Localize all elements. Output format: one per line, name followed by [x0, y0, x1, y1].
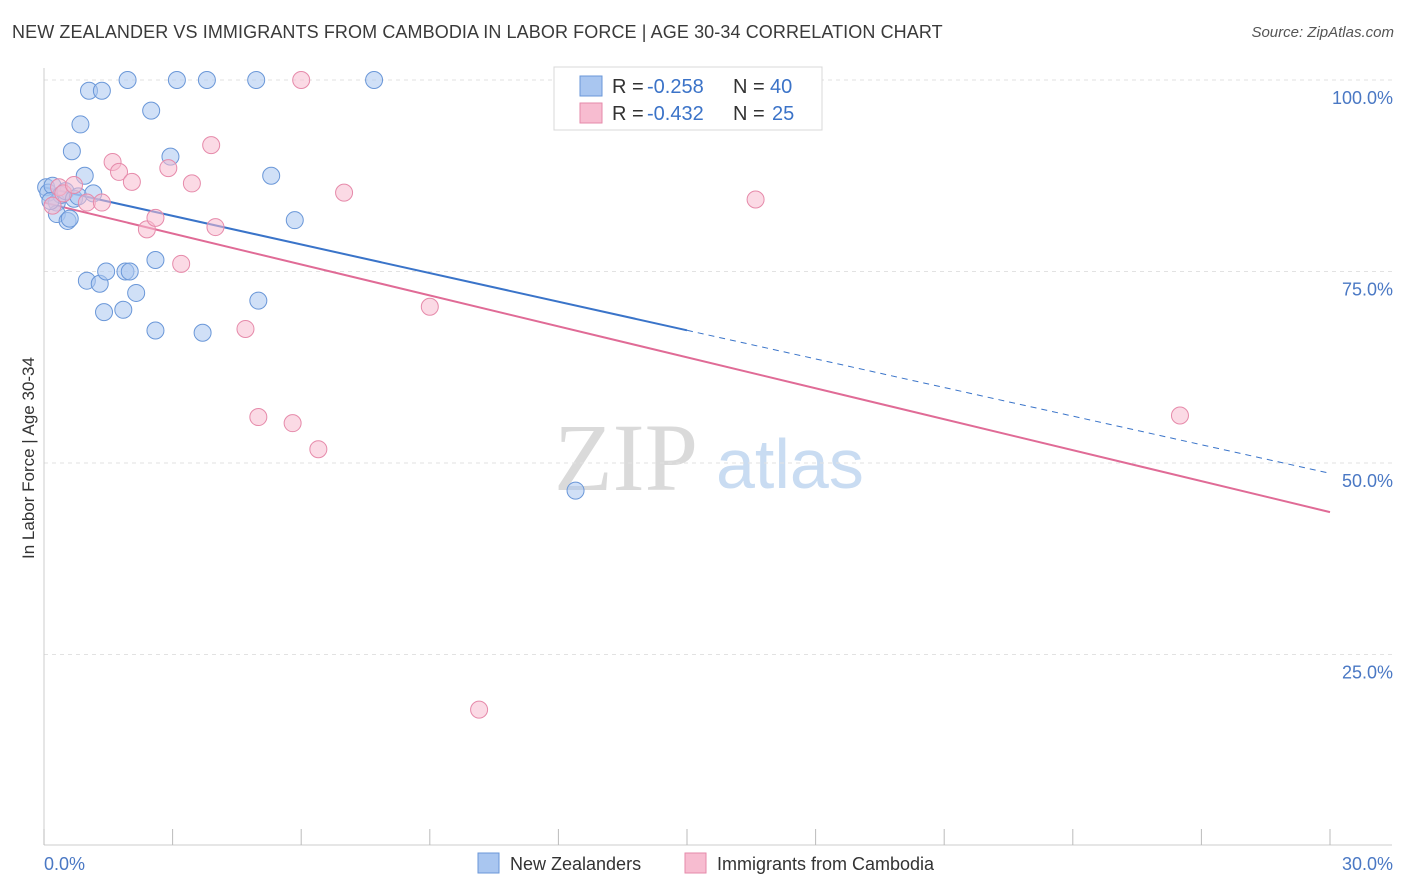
legend-n-label-2: N =: [733, 103, 765, 125]
legend-n-label-1: N =: [733, 76, 765, 98]
point-new-zealanders: [193, 323, 212, 342]
point-new-zealanders: [167, 71, 186, 89]
point-cambodia: [159, 159, 178, 178]
legend-swatch-cambodia: [579, 102, 603, 124]
point-cambodia: [65, 175, 84, 194]
legend-r-value-1: -0.258: [647, 76, 704, 98]
point-cambodia: [292, 71, 311, 89]
point-new-zealanders: [62, 142, 81, 161]
legend-n-value-1: 40: [770, 76, 792, 98]
point-new-zealanders: [262, 166, 281, 185]
point-new-zealanders: [365, 71, 384, 89]
point-cambodia: [309, 440, 328, 459]
series-legend-label-cambodia: Immigrants from Cambodia: [717, 854, 935, 874]
point-cambodia: [172, 254, 191, 273]
legend-r-value-2: -0.432: [647, 103, 704, 125]
point-cambodia: [283, 414, 302, 433]
x-tick-label-max: 30.0%: [1342, 854, 1393, 874]
point-new-zealanders: [127, 283, 146, 302]
gridlines: [44, 79, 1392, 655]
source-credit: Source: ZipAtlas.com: [1251, 24, 1394, 41]
watermark-atlas: atlas: [716, 425, 864, 503]
chart-title: NEW ZEALANDER VS IMMIGRANTS FROM CAMBODI…: [12, 22, 943, 42]
point-cambodia: [470, 700, 489, 719]
point-cambodia: [146, 208, 165, 227]
stats-legend: R = -0.258 N = 40 R = -0.432 N = 25: [553, 66, 823, 131]
watermark: ZIP atlas: [554, 404, 864, 511]
point-cambodia: [182, 174, 201, 193]
data-points: [37, 71, 1189, 719]
x-tick-labels: 0.0% 30.0%: [44, 854, 1393, 874]
point-cambodia: [236, 319, 255, 338]
point-cambodia: [420, 297, 439, 316]
point-new-zealanders: [95, 303, 114, 322]
y-tick-label: 100.0%: [1332, 88, 1393, 108]
point-new-zealanders: [60, 209, 79, 228]
legend-n-value-2: 25: [772, 103, 794, 125]
legend-r-label-1: R =: [612, 76, 644, 98]
point-cambodia: [43, 196, 62, 215]
point-new-zealanders: [71, 115, 90, 134]
point-cambodia: [92, 193, 111, 212]
x-tick-label-min: 0.0%: [44, 854, 85, 874]
trend-line-new-zealanders: [43, 186, 688, 332]
point-new-zealanders: [142, 101, 161, 120]
series-legend-swatch-cambodia: [684, 852, 707, 874]
point-cambodia: [1170, 406, 1189, 425]
point-cambodia: [77, 193, 96, 212]
point-new-zealanders: [197, 71, 216, 89]
point-new-zealanders: [566, 481, 585, 500]
point-cambodia: [206, 218, 225, 237]
point-new-zealanders: [146, 251, 165, 270]
y-axis-label: In Labor Force | Age 30-34: [19, 357, 38, 559]
legend-r-label-2: R =: [612, 103, 644, 125]
point-cambodia: [110, 162, 129, 181]
series-legend-label-new-zealanders: New Zealanders: [510, 854, 641, 874]
point-new-zealanders: [92, 81, 111, 100]
point-new-zealanders: [285, 211, 304, 230]
point-cambodia: [122, 172, 141, 191]
point-cambodia: [746, 190, 765, 209]
point-new-zealanders: [249, 291, 268, 310]
y-tick-label: 75.0%: [1342, 280, 1393, 300]
point-cambodia: [202, 136, 221, 155]
point-cambodia: [335, 183, 354, 202]
trend-line-cambodia: [43, 201, 1331, 514]
point-new-zealanders: [114, 300, 133, 319]
series-legend-swatch-new-zealanders: [477, 852, 500, 874]
legend-swatch-new-zealanders: [579, 75, 603, 97]
point-new-zealanders: [97, 262, 116, 281]
y-tick-label: 25.0%: [1342, 663, 1393, 683]
y-tick-label: 50.0%: [1342, 471, 1393, 491]
point-new-zealanders: [120, 262, 139, 281]
point-new-zealanders: [247, 71, 266, 89]
point-new-zealanders: [118, 71, 137, 89]
y-tick-labels: 100.0% 75.0% 50.0% 25.0%: [1332, 88, 1393, 683]
point-cambodia: [249, 408, 268, 427]
point-new-zealanders: [146, 321, 165, 340]
series-legend: New Zealanders Immigrants from Cambodia: [477, 852, 935, 874]
